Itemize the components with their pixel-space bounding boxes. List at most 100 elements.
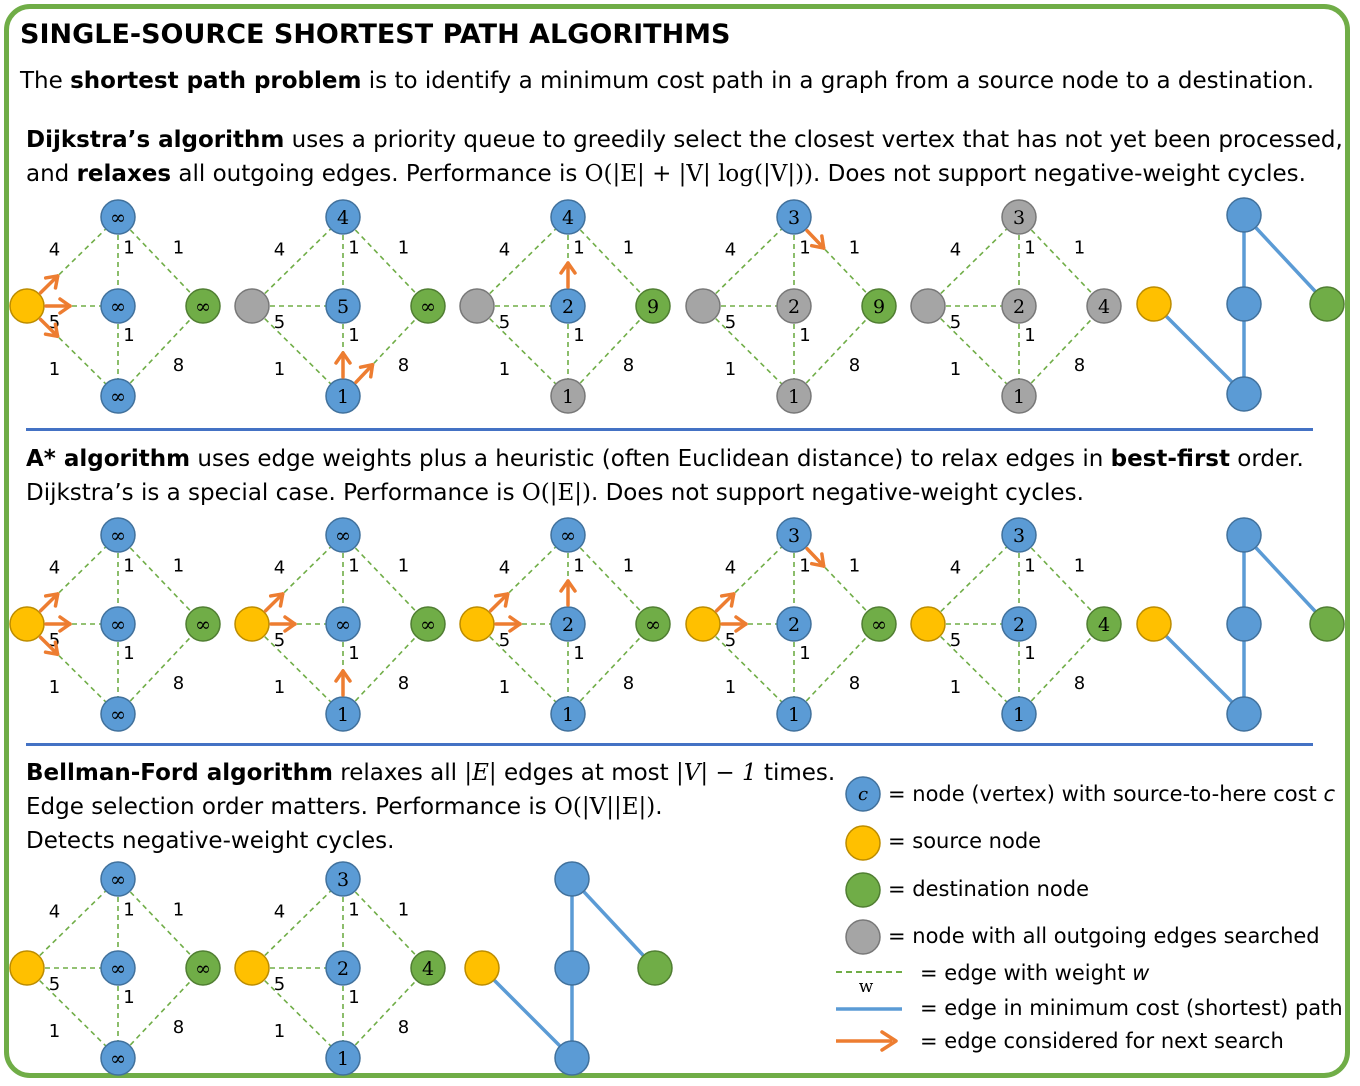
dijkstra-line1: Dijkstra’s algorithm uses a priority que… (26, 127, 1343, 153)
arrow-top-dest (805, 228, 826, 250)
edge-weight-label: 4 (49, 558, 60, 579)
node-src (9, 950, 45, 986)
node-mid (1001, 606, 1037, 642)
node-bot-cost: ∞ (110, 386, 126, 408)
edge-top-dest (342, 878, 429, 969)
edge-weight-label: 1 (799, 325, 810, 346)
node-dest-cost: ∞ (420, 614, 436, 636)
node-top-cost: 4 (562, 207, 574, 229)
edge-weight-label: 1 (725, 677, 736, 698)
arrow-src-bot (38, 317, 60, 338)
node-top (100, 517, 136, 553)
section-divider (26, 428, 1313, 431)
node-src (685, 606, 721, 642)
astar-step-4-graph: 4 5 1 1 1 1 8 3 2 1 ∞ (685, 517, 897, 732)
edge-weight-label: 5 (499, 312, 510, 333)
node-top-cost: ∞ (560, 525, 576, 547)
edge-weight-label: 1 (499, 677, 510, 698)
arrow-src-top (488, 592, 510, 613)
arrow-mid-top (559, 261, 577, 289)
edge-src-bot (702, 305, 795, 397)
edge-bot-dest (342, 623, 429, 715)
edge-weight-label: 8 (849, 355, 860, 376)
edge-top-dest (1018, 216, 1105, 307)
node-mid-cost: 2 (1013, 296, 1025, 318)
edge-weight-label: 5 (725, 312, 736, 333)
edge-weight-label: 1 (274, 359, 285, 380)
edge-bot-dest (117, 305, 204, 397)
edge-weight-label: 4 (274, 902, 285, 923)
edge-weight-label: 1 (123, 238, 134, 259)
edge-weight-label: 1 (573, 556, 584, 577)
edge-top-dest (117, 216, 204, 307)
edge-weight-label: 8 (623, 355, 634, 376)
legend-edge-text: = edge with weight w (920, 961, 1150, 985)
node-src (234, 606, 270, 642)
edge-weight-label: 1 (1024, 643, 1035, 664)
edge-weight-label: 1 (123, 900, 134, 921)
edge-src-bot (476, 623, 569, 715)
edge-src-bot (251, 623, 344, 715)
node-top-cost: ∞ (110, 869, 126, 891)
edge-weight-label: 5 (274, 974, 285, 995)
astar-step-3-graph: 4 5 1 1 1 1 8 ∞ 2 1 ∞ (459, 517, 671, 732)
node-dest (410, 288, 446, 324)
edge-weight-label: 1 (950, 359, 961, 380)
node-mid (325, 606, 361, 642)
arrow-src-bot (38, 635, 60, 656)
node-src (685, 288, 721, 324)
astar-shortest-path-graph (1136, 517, 1345, 732)
edge-weight-label: 1 (274, 677, 285, 698)
bellman-line3: Detects negative-weight cycles. (26, 828, 395, 854)
legend-source-icon (845, 825, 881, 861)
arrow-src-top (38, 274, 60, 295)
node-dest-cost: ∞ (195, 958, 211, 980)
edge-weight-label: 1 (950, 677, 961, 698)
arrow-src-mid (44, 297, 72, 315)
dijkstra-step-2-graph: 4 5 1 1 1 1 8 4 5 1 ∞ (234, 199, 446, 414)
node-bot-cost: 1 (788, 704, 800, 726)
node-mid (776, 606, 812, 642)
node-mid (1001, 288, 1037, 324)
dijkstra-shortest-path-graph (1136, 197, 1345, 412)
node-mid-cost: ∞ (110, 958, 126, 980)
edge-top-dest (117, 878, 204, 969)
edge-weight-label: 5 (950, 312, 961, 333)
legend-path-text: = edge in minimum cost (shortest) path (920, 996, 1343, 1020)
path-edge-src-bot (1152, 302, 1246, 396)
edge-weight-label: 1 (123, 556, 134, 577)
section-divider (26, 743, 1313, 746)
legend-node-text: = node (vertex) with source-to-here cost… (888, 782, 1335, 806)
edge-weight-label: 8 (173, 355, 184, 376)
node-top (325, 517, 361, 553)
node-mid (325, 288, 361, 324)
edge-weight-label: 1 (573, 238, 584, 259)
node-bot-cost: 1 (562, 704, 574, 726)
edge-weight-label: 5 (499, 630, 510, 651)
dijkstra-step-1-graph: 4 5 1 1 1 1 8 ∞ ∞ ∞ ∞ (9, 199, 221, 414)
edge-weight-label: 1 (1024, 238, 1035, 259)
edge-weight-label: 4 (725, 558, 736, 579)
page-title: SINGLE-SOURCE SHORTEST PATH ALGORITHMS (20, 19, 731, 50)
node-dest-cost: 9 (647, 296, 659, 318)
edge-weight-label: 4 (49, 240, 60, 261)
path-edge-top-dest (1242, 533, 1329, 626)
dijkstra-line2: and relaxes all outgoing edges. Performa… (26, 161, 1306, 187)
node-dest (861, 288, 897, 324)
edge-weight-label: 1 (1024, 325, 1035, 346)
edge-weight-label: 5 (274, 630, 285, 651)
arrow-src-mid (494, 615, 522, 633)
edge-weight-label: 1 (623, 238, 634, 259)
node-mid-cost: 2 (1013, 614, 1025, 636)
node-bot (550, 378, 586, 414)
edge-weight-label: 4 (499, 240, 510, 261)
arrow-src-mid (269, 615, 297, 633)
edge-src-bot (251, 305, 344, 397)
legend-symbols: c w (836, 776, 902, 1052)
edge-bot-dest (117, 623, 204, 715)
edge-src-bot (927, 305, 1020, 397)
node-top-cost: ∞ (335, 525, 351, 547)
node-top-cost: 3 (337, 869, 349, 891)
node-top-cost: 4 (337, 207, 349, 229)
legend-destination-text: = destination node (888, 877, 1090, 901)
